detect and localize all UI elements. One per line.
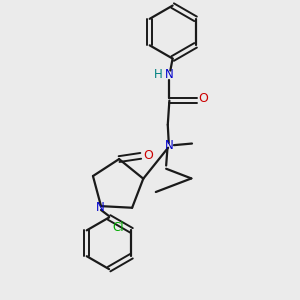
Text: O: O: [198, 92, 208, 106]
Text: Cl: Cl: [113, 221, 124, 234]
Text: N: N: [96, 201, 105, 214]
Text: N: N: [165, 68, 174, 81]
Text: N: N: [165, 139, 174, 152]
Text: O: O: [143, 149, 153, 162]
Text: H: H: [154, 68, 163, 81]
